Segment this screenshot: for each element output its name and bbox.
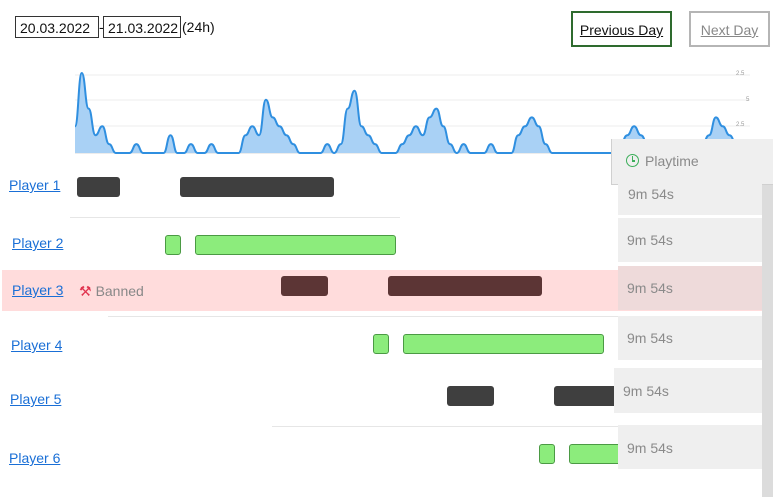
player-link-3[interactable]: Player 3 <box>12 282 64 298</box>
playtime-cell <box>618 218 762 262</box>
next-day-button[interactable]: Next Day <box>689 11 770 47</box>
playtime-header-label: Playtime <box>626 153 699 169</box>
scrollbar[interactable] <box>762 185 773 497</box>
session-bar[interactable] <box>554 386 620 406</box>
player-link-1[interactable]: Player 1 <box>9 177 61 193</box>
session-bar[interactable] <box>539 444 555 464</box>
session-bar[interactable] <box>180 177 334 197</box>
y-tick-label-mid: 5 <box>746 97 750 103</box>
session-bar[interactable] <box>165 235 181 255</box>
playtime-value-1: 9m 54s <box>628 186 674 202</box>
date-separator: - <box>99 19 104 35</box>
playtime-value-4: 9m 54s <box>627 330 673 346</box>
session-bar[interactable] <box>195 235 396 255</box>
session-bar[interactable] <box>373 334 389 354</box>
row-divider <box>108 316 618 317</box>
previous-day-button[interactable]: Previous Day <box>571 11 672 47</box>
player-link-4[interactable]: Player 4 <box>11 337 63 353</box>
banned-tag: ⚒ Banned <box>79 283 144 300</box>
playtime-value-5: 9m 54s <box>623 383 669 399</box>
playtime-cell <box>618 316 762 360</box>
banned-label: Banned <box>95 283 144 299</box>
gavel-icon: ⚒ <box>79 283 92 299</box>
playtime-value-6: 9m 54s <box>627 440 673 456</box>
activity-area <box>75 73 750 153</box>
session-bar[interactable] <box>569 444 624 464</box>
playtime-value-2: 9m 54s <box>627 232 673 248</box>
playtime-cell <box>614 368 762 413</box>
y-tick-label-top: 2.5 <box>736 71 745 77</box>
player-link-5[interactable]: Player 5 <box>10 391 62 407</box>
player-link-2[interactable]: Player 2 <box>12 235 64 251</box>
start-date-field[interactable]: 20.03.2022 <box>15 16 99 38</box>
range-suffix: (24h) <box>182 19 215 35</box>
clock-icon <box>626 154 639 167</box>
row-divider <box>272 426 618 427</box>
playtime-title: Playtime <box>645 153 699 169</box>
playtime-cell <box>618 425 762 469</box>
row-divider <box>70 217 400 218</box>
y-tick-label-low: 2.5 <box>736 122 745 128</box>
end-date-field[interactable]: 21.03.2022 <box>103 16 181 38</box>
session-bar[interactable] <box>403 334 604 354</box>
session-bar[interactable] <box>388 276 542 296</box>
playtime-cell <box>618 172 762 215</box>
player-link-6[interactable]: Player 6 <box>9 450 61 466</box>
session-bar[interactable] <box>281 276 328 296</box>
playtime-value-3: 9m 54s <box>627 280 673 296</box>
activity-line <box>74 71 750 155</box>
session-bar[interactable] <box>447 386 494 406</box>
session-bar[interactable] <box>77 177 120 197</box>
playtime-cell <box>618 266 762 310</box>
